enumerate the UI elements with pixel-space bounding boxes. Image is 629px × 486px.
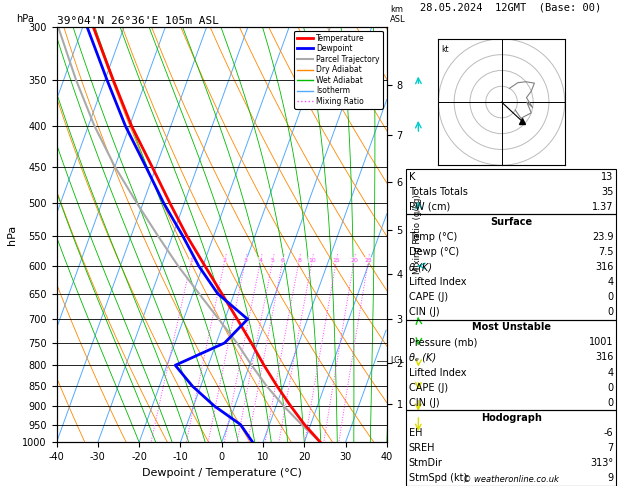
Text: PW (cm): PW (cm)	[409, 202, 450, 212]
Text: 316: 316	[595, 352, 613, 363]
Text: Lifted Index: Lifted Index	[409, 367, 466, 378]
Text: Dewp (°C): Dewp (°C)	[409, 247, 459, 257]
Text: 5: 5	[271, 258, 275, 262]
Text: Lifted Index: Lifted Index	[409, 277, 466, 287]
Text: Most Unstable: Most Unstable	[472, 322, 550, 332]
Text: 7.5: 7.5	[598, 247, 613, 257]
Text: SREH: SREH	[409, 443, 435, 453]
Text: 316: 316	[595, 262, 613, 272]
X-axis label: Dewpoint / Temperature (°C): Dewpoint / Temperature (°C)	[142, 468, 302, 478]
Text: 25: 25	[364, 258, 372, 262]
Y-axis label: hPa: hPa	[7, 225, 17, 244]
Text: 0: 0	[607, 292, 613, 302]
Text: Pressure (mb): Pressure (mb)	[409, 337, 477, 347]
Text: 4: 4	[607, 367, 613, 378]
Text: StmDir: StmDir	[409, 458, 443, 468]
Text: 35: 35	[601, 187, 613, 197]
Text: 20: 20	[350, 258, 359, 262]
Text: Temp (°C): Temp (°C)	[409, 232, 457, 242]
Text: 7: 7	[607, 443, 613, 453]
Text: kt: kt	[442, 45, 449, 54]
Text: K: K	[409, 172, 415, 182]
Text: CIN (J): CIN (J)	[409, 307, 440, 317]
Text: 28.05.2024  12GMT  (Base: 00): 28.05.2024 12GMT (Base: 00)	[420, 2, 602, 12]
Text: 0: 0	[607, 307, 613, 317]
Text: Hodograph: Hodograph	[481, 413, 542, 423]
Text: 8: 8	[298, 258, 301, 262]
Text: Surface: Surface	[490, 217, 532, 227]
Text: 13: 13	[601, 172, 613, 182]
Text: CIN (J): CIN (J)	[409, 398, 440, 408]
Text: 15: 15	[333, 258, 340, 262]
Text: 313°: 313°	[590, 458, 613, 468]
Text: 23.9: 23.9	[592, 232, 613, 242]
Text: Mixing Ratio (g/kg): Mixing Ratio (g/kg)	[413, 195, 422, 274]
Text: 4: 4	[607, 277, 613, 287]
Text: 6: 6	[281, 258, 285, 262]
Text: θₑ (K): θₑ (K)	[409, 352, 436, 363]
Text: LCL: LCL	[390, 356, 404, 365]
Legend: Temperature, Dewpoint, Parcel Trajectory, Dry Adiabat, Wet Adiabat, Isotherm, Mi: Temperature, Dewpoint, Parcel Trajectory…	[294, 31, 383, 109]
Text: θₑ(K): θₑ(K)	[409, 262, 433, 272]
Text: 1001: 1001	[589, 337, 613, 347]
Text: km
ASL: km ASL	[390, 5, 406, 24]
Text: StmSpd (kt): StmSpd (kt)	[409, 473, 467, 483]
Text: 39°04'N 26°36'E 105m ASL: 39°04'N 26°36'E 105m ASL	[57, 16, 219, 26]
Text: -6: -6	[604, 428, 613, 438]
Text: © weatheronline.co.uk: © weatheronline.co.uk	[463, 474, 559, 484]
Text: 3: 3	[243, 258, 248, 262]
Text: CAPE (J): CAPE (J)	[409, 292, 448, 302]
Text: 0: 0	[607, 382, 613, 393]
Text: 4: 4	[259, 258, 263, 262]
Text: hPa: hPa	[16, 14, 33, 24]
Text: 1: 1	[189, 258, 194, 262]
Text: Totals Totals: Totals Totals	[409, 187, 468, 197]
Text: 0: 0	[607, 398, 613, 408]
Text: 1.37: 1.37	[592, 202, 613, 212]
Text: 9: 9	[607, 473, 613, 483]
Text: CAPE (J): CAPE (J)	[409, 382, 448, 393]
Text: 2: 2	[223, 258, 227, 262]
Text: 10: 10	[308, 258, 316, 262]
Text: EH: EH	[409, 428, 422, 438]
